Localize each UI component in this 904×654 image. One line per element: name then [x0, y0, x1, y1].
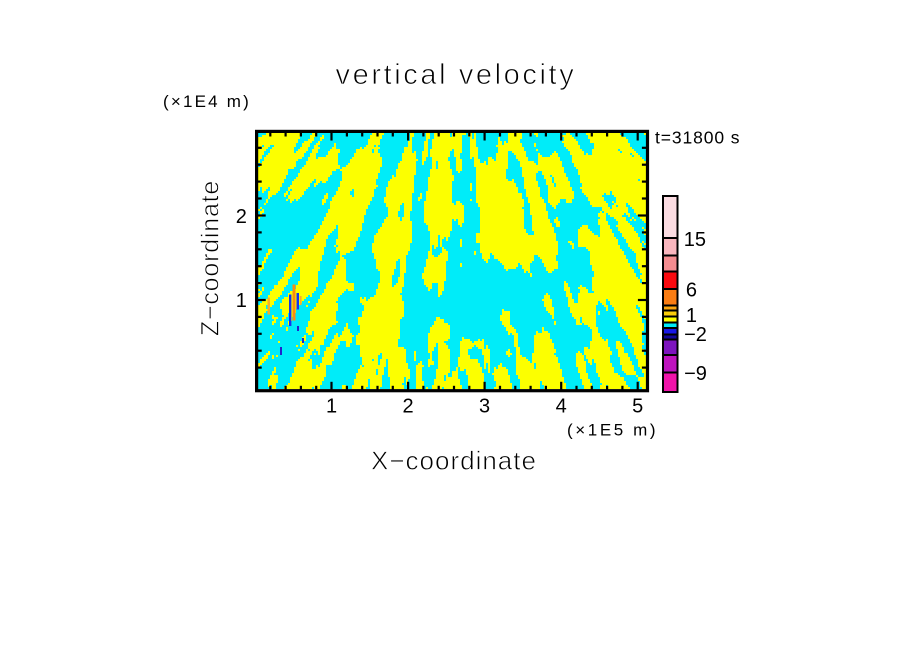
svg-text:Z−coordinate: Z−coordinate — [197, 180, 225, 336]
svg-text:1: 1 — [236, 290, 247, 312]
svg-text:X−coordinate: X−coordinate — [371, 446, 537, 476]
svg-text:3: 3 — [479, 396, 490, 418]
svg-text:vertical velocity: vertical velocity — [336, 59, 577, 91]
svg-text:t=31800 s: t=31800 s — [655, 128, 740, 148]
svg-text:(×1E4 m): (×1E4 m) — [163, 92, 251, 111]
svg-text:2: 2 — [236, 206, 247, 228]
svg-text:6: 6 — [686, 280, 697, 302]
svg-text:−2: −2 — [684, 324, 707, 346]
svg-text:5: 5 — [632, 396, 643, 418]
svg-text:15: 15 — [684, 229, 706, 251]
svg-text:2: 2 — [402, 396, 413, 418]
svg-text:(×1E5 m): (×1E5 m) — [567, 420, 658, 439]
svg-text:4: 4 — [556, 396, 567, 418]
svg-text:1: 1 — [326, 396, 337, 418]
svg-text:1: 1 — [686, 305, 697, 327]
svg-text:−9: −9 — [684, 363, 707, 385]
